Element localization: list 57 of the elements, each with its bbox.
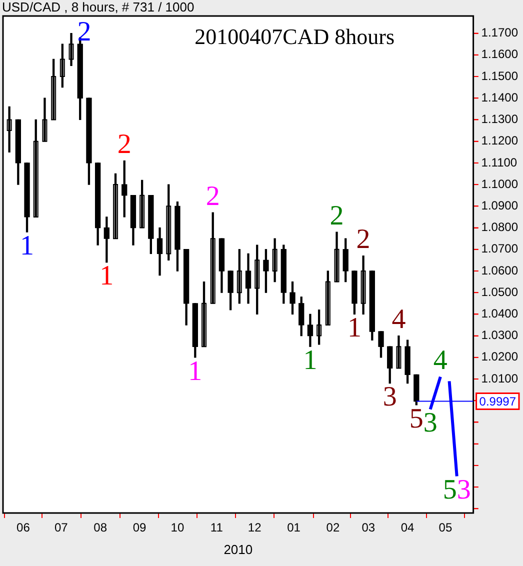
candlestick bbox=[42, 98, 48, 142]
y-tick-label: 1.0500 bbox=[481, 284, 518, 299]
annotation: 2 bbox=[330, 200, 344, 232]
y-tick-label: 1.0200 bbox=[481, 350, 518, 364]
candlestick bbox=[396, 335, 402, 369]
annotation: 2 bbox=[356, 224, 370, 256]
y-tick-label: 1.0300 bbox=[481, 328, 518, 342]
annotation: 3 bbox=[423, 408, 438, 439]
x-tick-label: 02 bbox=[326, 520, 340, 535]
annotation: 3 bbox=[382, 382, 397, 413]
ref-line-label: 0.9997 bbox=[479, 394, 516, 409]
y-tick-label: 1.0400 bbox=[481, 306, 518, 321]
y-tick-label: 1.0900 bbox=[481, 198, 518, 212]
candlestick bbox=[166, 184, 172, 261]
x-tick-label: 11 bbox=[210, 520, 224, 535]
candlestick bbox=[254, 244, 260, 315]
x-tick-label: 05 bbox=[438, 520, 452, 535]
y-tick-label: 1.1500 bbox=[481, 68, 518, 83]
x-tick-label: 06 bbox=[16, 520, 30, 535]
annotation: 1 bbox=[303, 344, 318, 376]
annotation: 4 bbox=[433, 345, 448, 376]
x-axis-title: 2010 bbox=[224, 542, 253, 557]
annotation: 2 bbox=[117, 129, 132, 160]
x-tick-label: 07 bbox=[54, 520, 68, 535]
annotation: 4 bbox=[392, 304, 406, 336]
candlestick bbox=[210, 212, 216, 304]
x-tick-label: 10 bbox=[170, 520, 184, 535]
y-tick-label: 1.0600 bbox=[481, 263, 518, 278]
annotation: 3 bbox=[456, 474, 471, 506]
annotation: 1 bbox=[20, 230, 34, 262]
y-tick-label: 1.1400 bbox=[481, 90, 518, 104]
x-tick-label: 08 bbox=[94, 520, 108, 535]
annotation: 5 bbox=[409, 403, 424, 434]
y-tick-label: 1.1300 bbox=[481, 112, 518, 126]
x-tick-label: 04 bbox=[400, 520, 415, 535]
annotation: 1 bbox=[347, 312, 362, 344]
annotation: 5 bbox=[442, 474, 457, 506]
annotation: 2 bbox=[206, 181, 220, 212]
annotation: 1 bbox=[188, 356, 202, 387]
y-tick-label: 1.0800 bbox=[481, 220, 518, 234]
y-tick-label: 1.1600 bbox=[481, 47, 518, 62]
y-tick-label: 1.1700 bbox=[481, 26, 518, 40]
chart-title: 20100407CAD 8hours bbox=[194, 24, 395, 49]
candlestick bbox=[325, 270, 330, 326]
annotation: 1 bbox=[100, 260, 114, 292]
y-tick-label: 1.0700 bbox=[481, 242, 518, 256]
chart-subtitle: USD/CAD , 8 hours, # 731 / 1000 bbox=[2, 0, 194, 15]
y-tick-label: 1.1000 bbox=[481, 176, 518, 191]
annotation: 2 bbox=[77, 16, 92, 48]
x-tick-label: 12 bbox=[248, 520, 262, 535]
y-tick-label: 1.0100 bbox=[481, 371, 518, 386]
y-tick-label: 1.1100 bbox=[481, 155, 518, 170]
y-tick-label: 1.1200 bbox=[481, 134, 518, 148]
x-tick-label: 03 bbox=[362, 520, 376, 535]
x-tick-label: 01 bbox=[287, 520, 301, 535]
candlestick bbox=[68, 32, 74, 66]
x-tick-label: 09 bbox=[132, 520, 147, 535]
